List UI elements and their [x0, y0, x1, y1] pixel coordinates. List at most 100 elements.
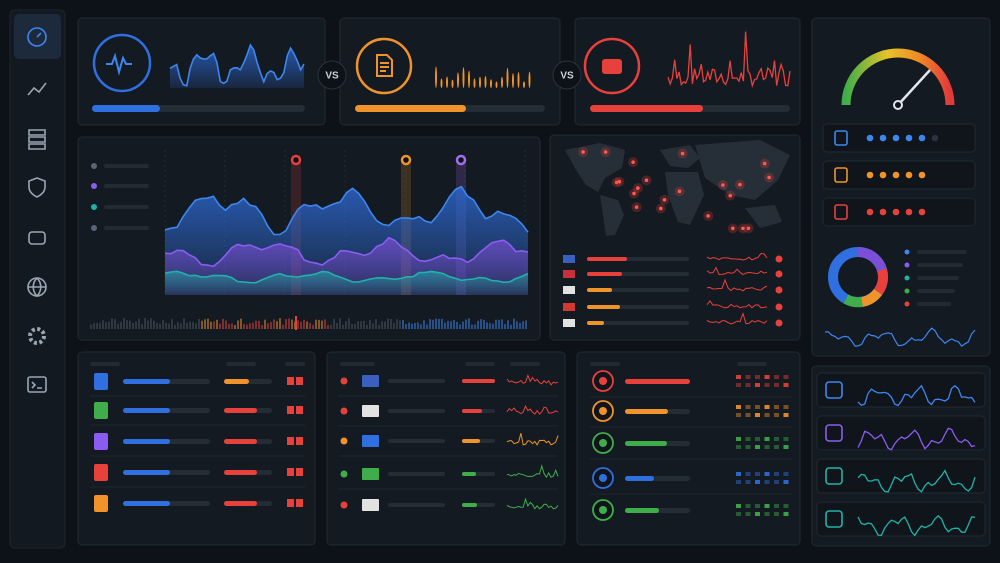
deco-bar: [484, 75, 487, 88]
status-dot: [340, 407, 348, 415]
flag-box: [296, 499, 303, 507]
bar: [123, 470, 170, 475]
status-cell: [764, 437, 770, 441]
resource-row: [816, 458, 986, 494]
level-dot: [892, 171, 900, 179]
legend-dot: [904, 249, 910, 255]
deco-bar: [523, 81, 525, 88]
deco-bar: [435, 66, 437, 88]
status-cell: [783, 504, 789, 508]
legend-dot: [904, 275, 910, 281]
placeholder: [917, 302, 951, 306]
deco-bar: [495, 81, 498, 88]
flag: [563, 319, 575, 327]
level-dot: [866, 171, 874, 179]
progress-fill: [92, 105, 160, 112]
file-icon: [94, 495, 108, 512]
status-cell: [774, 472, 779, 476]
nav-bots[interactable]: [28, 231, 46, 245]
deco-bar: [490, 79, 492, 88]
bar: [123, 408, 170, 413]
panel-agents: [576, 351, 801, 546]
placeholder: [104, 164, 149, 168]
top-icons: [92, 33, 641, 95]
event-marker: [400, 154, 412, 166]
status-cell: [755, 472, 760, 476]
legend-dot: [91, 183, 97, 189]
bar-track: [587, 321, 689, 325]
hotspot: [731, 226, 735, 231]
placeholder: [285, 362, 305, 366]
resource-icon: [825, 467, 843, 485]
nav-dashboard[interactable]: [27, 27, 47, 47]
bar: [123, 439, 170, 444]
deco-bar: [440, 78, 443, 88]
sparkline: [506, 373, 559, 386]
status-cell: [755, 405, 760, 409]
placeholder: [917, 276, 959, 280]
placeholder: [590, 362, 620, 366]
resource-icon: [825, 424, 843, 442]
nav-settings[interactable]: [28, 327, 46, 345]
gauge-arc: [841, 48, 955, 106]
hotspot: [603, 150, 608, 154]
bar: [462, 472, 476, 476]
bar: [123, 379, 170, 384]
donut-segment: [873, 268, 888, 295]
vs-badges: VS VS: [317, 60, 582, 90]
deco-bar: [506, 67, 509, 88]
donut-segment: [860, 288, 883, 307]
agent-core: [599, 377, 607, 385]
flag-box: [287, 468, 294, 476]
status-cell: [755, 480, 760, 484]
status-dot: [775, 319, 783, 327]
status-dot: [775, 303, 783, 311]
status-cell: [745, 512, 751, 516]
placeholder: [340, 362, 375, 366]
continent: [600, 195, 624, 236]
level-dot: [879, 171, 887, 179]
hotspot: [721, 183, 725, 187]
deco-bar: [457, 72, 459, 88]
resource-icon: [825, 510, 843, 528]
progress-bars: [92, 105, 790, 112]
resource-icon: [825, 381, 843, 399]
status-cell: [764, 375, 770, 379]
continent: [665, 172, 704, 225]
status-cell: [745, 445, 751, 449]
status-cell: [736, 383, 741, 387]
nav-terminal[interactable]: [27, 376, 47, 393]
file-icon: [94, 464, 108, 481]
flag-box: [296, 468, 303, 476]
status-cell: [774, 512, 779, 516]
status-cell: [745, 472, 751, 476]
deco-bar: [462, 67, 465, 88]
flag-box: [287, 499, 294, 507]
status-dot: [340, 501, 348, 509]
status-cell: [774, 437, 779, 441]
bar: [625, 441, 667, 446]
vs-badge: [317, 60, 347, 90]
file-icon: [94, 433, 108, 450]
level-dot: [866, 134, 874, 142]
flag: [563, 303, 575, 311]
panel-countries: [326, 351, 566, 546]
hotspot: [680, 151, 685, 156]
status-cell: [783, 480, 789, 484]
nav-servers[interactable]: [28, 129, 46, 150]
legend-dot: [904, 301, 910, 307]
status-cell: [783, 472, 789, 476]
continent: [565, 143, 625, 192]
hotspot: [632, 191, 636, 196]
status-cell: [745, 413, 751, 417]
bar: [587, 305, 620, 309]
status-cell: [764, 504, 770, 508]
flag: [563, 286, 575, 294]
sparkline: [506, 464, 559, 479]
nav-security[interactable]: [28, 177, 46, 198]
status-cell: [755, 375, 760, 379]
nav-analytics[interactable]: [27, 82, 47, 96]
status-cell: [736, 437, 741, 441]
sidebar-icons: [27, 27, 47, 393]
sparkline: [506, 497, 559, 510]
